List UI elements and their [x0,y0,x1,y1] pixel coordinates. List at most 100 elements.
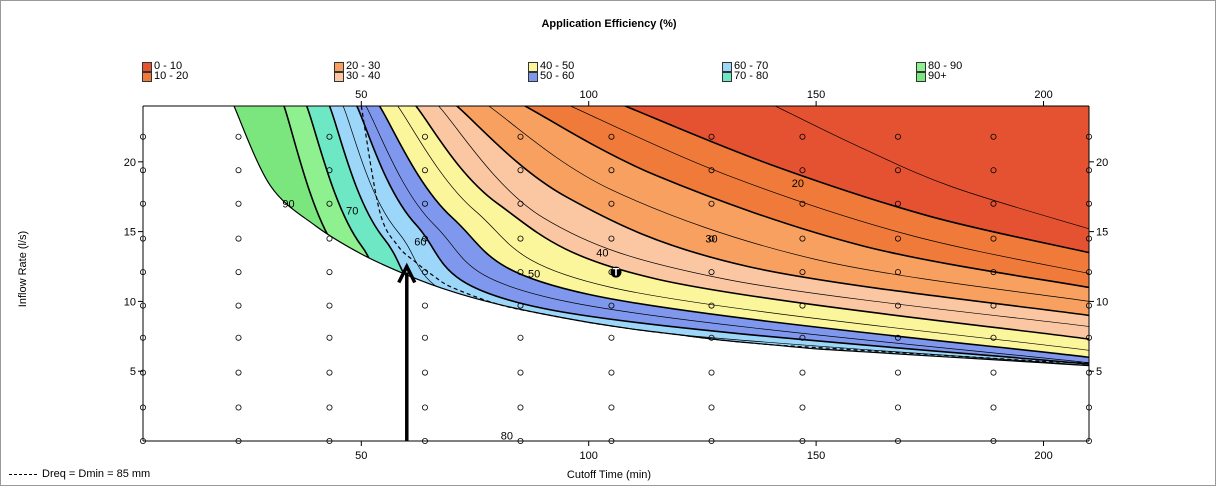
legend-swatch [528,71,538,82]
x-axis-label: Cutoff Time (min) [566,469,652,481]
optimum-marker [610,266,622,278]
legend-label: 20 - 30 [346,60,381,72]
grid-point [517,167,524,174]
grid-point [517,334,524,341]
grid-point [139,437,146,444]
contour-line [378,106,1089,359]
grid-point [708,133,715,140]
grid-point [235,200,242,207]
grid-point [326,437,333,444]
grid-point [708,369,715,376]
grid-point [1086,200,1093,207]
dreq-legend: Dreq = Dmin = 85 mm [9,468,150,480]
grid-point [517,133,524,140]
grid-point [421,133,428,140]
grid-point [708,200,715,207]
grid-point [517,200,524,207]
x-tick-label: 100 [580,450,598,462]
grid-point [326,334,333,341]
legend-swatch [916,71,926,82]
contour-label: 40 [596,248,608,260]
y-tick-label: 15 [124,227,136,239]
grid-point [517,437,524,444]
contour-label: 30 [705,234,717,246]
legend-item: 60 - 70 [722,61,768,72]
legend-item: 10 - 20 [142,71,188,82]
grid-point [421,369,428,376]
grid-point [799,200,806,207]
x-tick-label: 50 [355,89,367,101]
legend-swatch [722,61,732,72]
arrow-head [397,262,417,284]
marker-label: T [613,267,620,279]
grid-point [1086,334,1093,341]
grid-point [139,269,146,276]
grid-point [799,302,806,309]
grid-point [326,200,333,207]
legend-label: 0 - 10 [154,60,183,72]
grid-point [517,235,524,242]
dashed-line-swatch [9,473,37,475]
contour-label: 20 [792,178,804,190]
grid-point [799,133,806,140]
grid-point [235,334,242,341]
grid-point [608,235,615,242]
grid-point [990,404,997,411]
grid-point [708,167,715,174]
grid-point [1086,369,1093,376]
grid-point [990,133,997,140]
grid-point [990,437,997,444]
grid-point [1086,404,1093,411]
grid-point [326,133,333,140]
grid-point [799,437,806,444]
legend-swatch [916,61,926,72]
grid-point [990,302,997,309]
grid-point [608,437,615,444]
grid-point [799,269,806,276]
contour-line [524,106,1089,289]
grid-point [990,369,997,376]
grid-point [894,437,901,444]
grid-point [990,167,997,174]
contour-line [775,106,1089,230]
dreq-line [360,105,1090,364]
grid-point [421,437,428,444]
grid-point [894,235,901,242]
grid-point [799,369,806,376]
grid-point [235,235,242,242]
grid-point [990,334,997,341]
contour-label: 50 [528,269,540,281]
contour-line [570,106,1089,274]
grid-point [708,334,715,341]
grid-point [708,437,715,444]
legend-item: 0 - 10 [142,61,182,72]
legend-swatch [334,71,344,82]
grid-point [894,269,901,276]
grid-point [517,404,524,411]
grid-point [139,302,146,309]
contour-line [624,106,1089,254]
legend-label: 10 - 20 [154,70,189,82]
contour-line [456,106,1089,317]
legend-item: 30 - 40 [334,71,380,82]
grid-point [894,369,901,376]
grid-point [1086,437,1093,444]
x-tick-label: 200 [1034,89,1052,101]
legend-label: 50 - 60 [540,70,575,82]
grid-point [894,167,901,174]
grid-point [517,369,524,376]
grid-point [990,269,997,276]
legend-label: 40 - 50 [540,60,575,72]
grid-point [608,404,615,411]
legend-swatch [142,61,152,72]
legend-item: 20 - 30 [334,61,380,72]
y-axis-label: Inflow Rate (l/s) [17,230,29,308]
contour-label: 90 [282,199,294,211]
grid-point [608,302,615,309]
boundary-curve [233,105,1090,367]
grid-point [1086,133,1093,140]
grid-point [799,167,806,174]
grid-point [421,334,428,341]
contour-line [397,106,1089,351]
